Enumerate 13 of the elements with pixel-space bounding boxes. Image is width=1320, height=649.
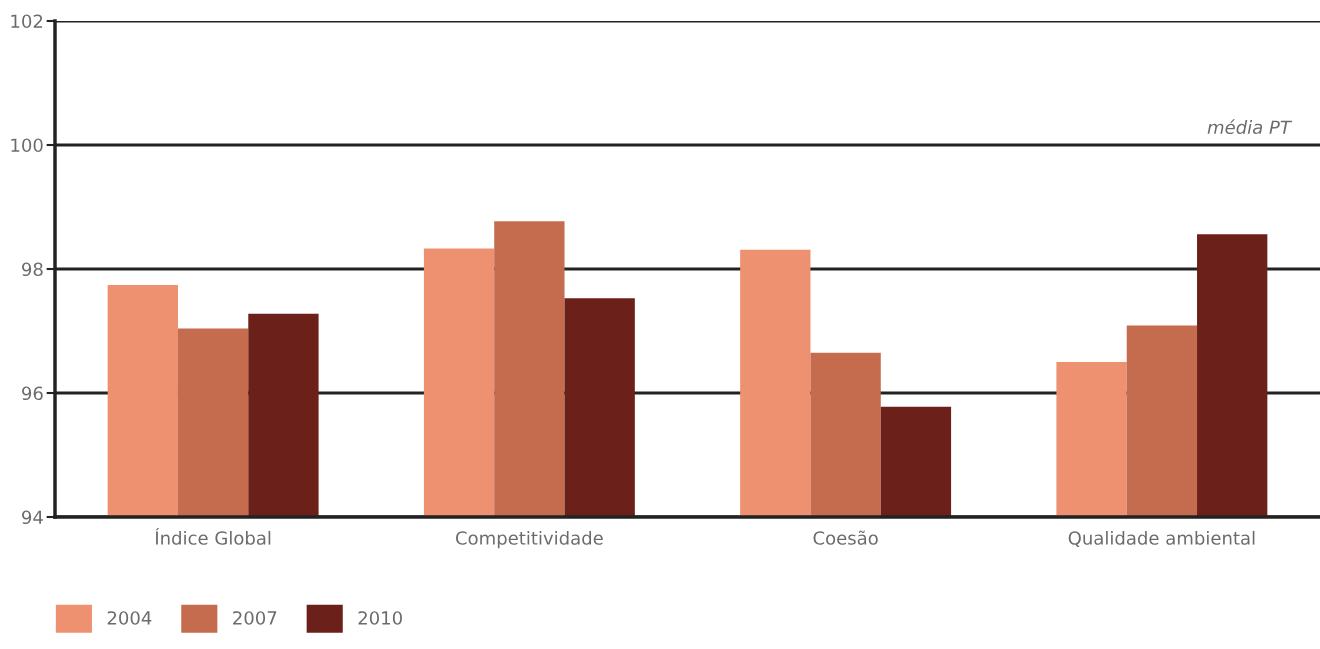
y-tick-label: 98 xyxy=(22,262,43,277)
y-tick-label: 102 xyxy=(11,14,43,29)
y-tick-label: 96 xyxy=(22,386,43,401)
x-tick-label: Competitividade xyxy=(455,530,603,549)
legend-label: 2007 xyxy=(233,611,277,625)
y-tick-label: 94 xyxy=(22,510,43,525)
y-tick-label: 100 xyxy=(11,138,43,153)
x-tick-label: Qualidade ambiental xyxy=(1068,530,1255,547)
x-tick-label: Coesão xyxy=(813,530,878,545)
annotation: média PT xyxy=(1207,119,1293,135)
legend-label: 2004 xyxy=(107,611,152,625)
x-tick-label: Índice Global xyxy=(155,527,271,545)
legend-label: 2010 xyxy=(358,611,402,625)
